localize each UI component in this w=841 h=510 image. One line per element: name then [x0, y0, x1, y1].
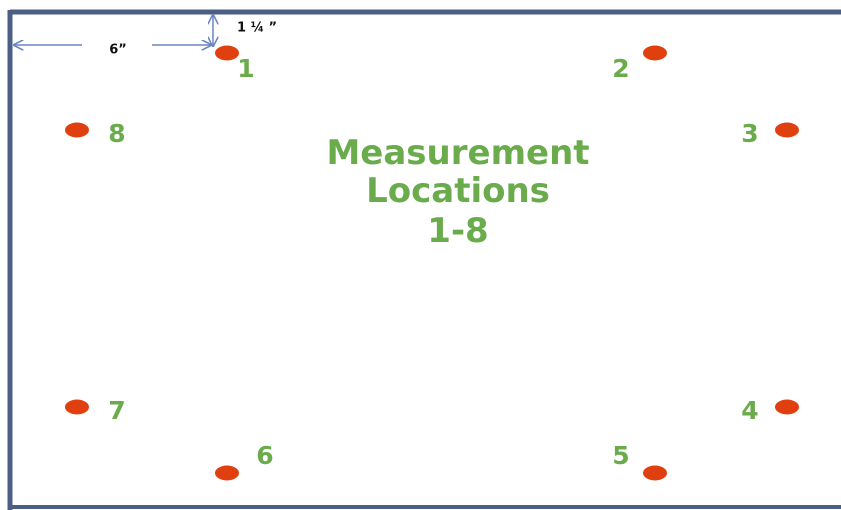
side-offset-label: 6”: [109, 43, 127, 58]
point-label: 8: [108, 119, 125, 148]
measurement-dot: [643, 45, 667, 61]
point-label: 2: [612, 54, 629, 83]
title-line: Locations: [366, 171, 550, 211]
title-line: 1-8: [427, 211, 488, 251]
measurement-dot: [215, 465, 239, 481]
title-line: Measurement: [326, 133, 589, 173]
measurement-dot: [65, 399, 89, 415]
dimension-lines: [14, 15, 213, 46]
top-offset-label: 1 ¼ ”: [237, 21, 277, 36]
point-label: 4: [741, 396, 758, 425]
measurement-dot: [775, 399, 799, 415]
point-label: 5: [612, 441, 629, 470]
point-label: 1: [237, 54, 254, 83]
measurement-dot: [775, 122, 799, 138]
measurement-dot: [643, 465, 667, 481]
point-label: 7: [108, 396, 125, 425]
frame: [7, 9, 841, 510]
point-label: 3: [741, 119, 758, 148]
measurement-dot: [215, 45, 239, 61]
point-label: 6: [256, 441, 273, 470]
measurement-dot: [65, 122, 89, 138]
